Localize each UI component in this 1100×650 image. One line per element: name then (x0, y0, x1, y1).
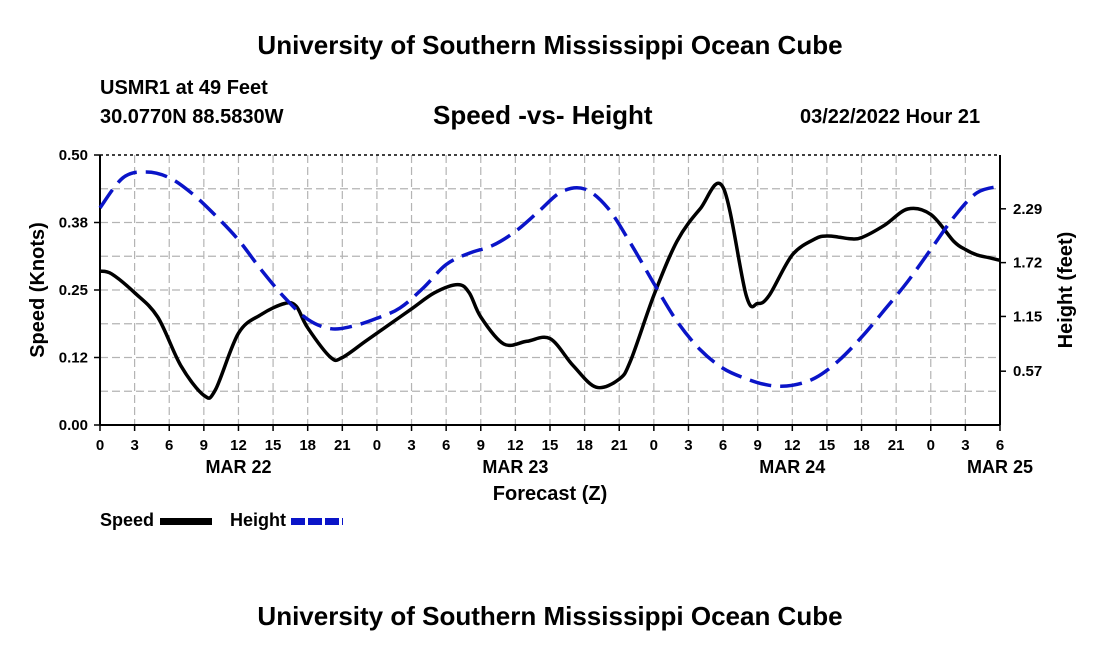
legend-height-label: Height (230, 510, 286, 530)
x-tick-label: 21 (888, 437, 905, 454)
x-tick-label: 3 (130, 437, 138, 454)
x-tick-label: 6 (719, 437, 727, 454)
x-tick-label: 3 (407, 437, 415, 454)
height-series-line (98, 170, 1001, 388)
x-tick-label: 6 (442, 437, 450, 454)
date-label: MAR 24 (759, 457, 825, 477)
date-label: MAR 22 (205, 457, 271, 477)
x-tick-label: 18 (576, 437, 593, 454)
x-tick-label: 12 (230, 437, 247, 454)
date-label: 03/22/2022 Hour 21 (800, 106, 981, 128)
x-tick-label: 15 (819, 437, 836, 454)
chart-svg: 0 3 6 9 12 15 18 21 0 3 6 9 12 15 18 21 0 3 6 9 12 15 18 21 0 3 6 M… (27, 147, 1077, 505)
y-right-tick-label: 2.29 (1013, 201, 1042, 218)
footer-title: University of Southern Mississippi Ocean… (257, 601, 843, 631)
x-tick-label: 21 (334, 437, 351, 454)
x-tick-label: 3 (684, 437, 692, 454)
x-tick-label: 0 (96, 437, 104, 454)
coords-label: 30.0770N 88.5830W (100, 106, 284, 128)
y-right-tick-label: 0.57 (1013, 363, 1042, 380)
x-tick-label: 15 (265, 437, 282, 454)
y-right-tick-label: 1.72 (1013, 255, 1042, 272)
x-tick-label: 0 (927, 437, 935, 454)
legend-speed-label: Speed (100, 510, 155, 530)
date-label: MAR 25 (967, 457, 1033, 477)
station-label: USMR1 at 49 Feet (100, 77, 268, 99)
y-left-tick-label: 0.25 (59, 282, 88, 299)
x-tick-label: 9 (754, 437, 762, 454)
y-right-tick-label: 1.15 (1013, 308, 1042, 325)
x-tick-label: 18 (853, 437, 870, 454)
x-tick-label: 3 (961, 437, 969, 454)
y-left-tick-label: 0.50 (59, 147, 88, 164)
x-tick-label: 0 (650, 437, 658, 454)
x-tick-label: 6 (996, 437, 1004, 454)
speed-series-line (99, 181, 1001, 400)
x-tick-label: 21 (611, 437, 628, 454)
legend-speed-swatch (160, 518, 212, 525)
x-tick-label: 18 (299, 437, 316, 454)
y-left-tick-label: 0.00 (59, 417, 88, 434)
x-tick-label: 9 (200, 437, 208, 454)
x-axis-title: Forecast (Z) (493, 483, 607, 505)
legend-height-swatch (291, 518, 343, 525)
x-tick-label: 12 (507, 437, 524, 454)
date-label: MAR 23 (482, 457, 548, 477)
x-tick-label: 0 (373, 437, 381, 454)
x-tick-label: 6 (165, 437, 173, 454)
x-tick-label: 9 (477, 437, 485, 454)
y-left-tick-label: 0.38 (59, 215, 88, 232)
x-tick-label: 15 (542, 437, 559, 454)
chart-title: Speed -vs- Height (433, 100, 653, 130)
y-left-tick-label: 0.12 (59, 350, 88, 367)
page-title: University of Southern Mississippi Ocean… (257, 30, 843, 60)
y-left-axis-title: Speed (Knots) (27, 222, 49, 358)
x-tick-label: 12 (784, 437, 801, 454)
y-right-axis-title: Height (feet) (1055, 232, 1077, 349)
